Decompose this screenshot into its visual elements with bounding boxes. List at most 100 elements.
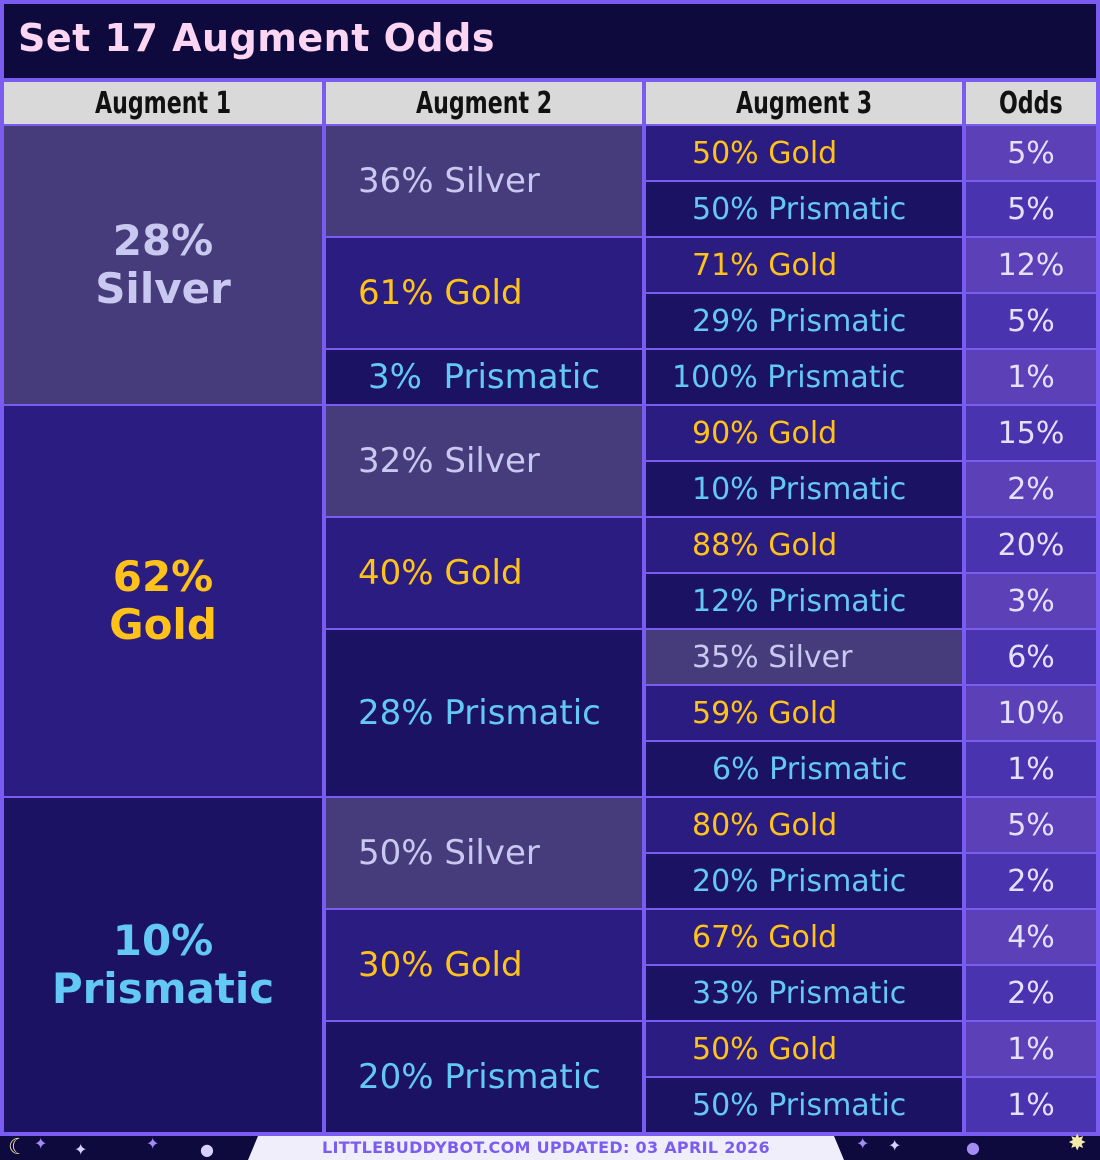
augment3-label: 67% Gold xyxy=(692,919,838,955)
odds-value: 1% xyxy=(1007,359,1055,395)
odds-cell: 2% xyxy=(966,854,1096,908)
augment3-cell: 100% Prismatic xyxy=(646,350,962,404)
augment3-label: 50% Gold xyxy=(692,135,838,171)
augment3-label: 71% Gold xyxy=(692,247,838,283)
augment3-cell: 80% Gold xyxy=(646,798,962,852)
augment1-cell: 62% Gold xyxy=(4,406,322,796)
odds-cell: 10% xyxy=(966,686,1096,740)
odds-value: 3% xyxy=(1007,583,1055,619)
sparkle-icon: ✦ xyxy=(34,1134,48,1153)
augment3-label: 6% Prismatic xyxy=(712,751,908,787)
odds-value: 2% xyxy=(1007,471,1055,507)
star-icon: ✸ xyxy=(1068,1131,1087,1156)
odds-cell: 12% xyxy=(966,238,1096,292)
augment2-label: 36% Silver xyxy=(358,161,540,201)
header-odds: Odds xyxy=(966,82,1096,124)
augment2-label: 50% Silver xyxy=(358,833,540,873)
augment1-cell: 28% Silver xyxy=(4,126,322,404)
augment3-label: 50% Prismatic xyxy=(692,191,907,227)
odds-value: 1% xyxy=(1007,751,1055,787)
odds-value: 4% xyxy=(1007,919,1055,955)
augment3-label: 90% Gold xyxy=(692,415,838,451)
augment2-cell: 36% Silver xyxy=(326,126,642,236)
augment2-label: 40% Gold xyxy=(358,553,523,593)
odds-cell: 2% xyxy=(966,462,1096,516)
odds-cell: 1% xyxy=(966,1078,1096,1132)
augment3-cell: 50% Prismatic xyxy=(646,1078,962,1132)
augment2-label: 28% Prismatic xyxy=(358,693,601,733)
augment3-label: 12% Prismatic xyxy=(692,583,907,619)
augment3-label: 100% Prismatic xyxy=(672,359,906,395)
header-augment-2: Augment 2 xyxy=(326,82,642,124)
augment1-percent: 62% xyxy=(112,552,214,601)
augment3-cell: 88% Gold xyxy=(646,518,962,572)
augment1-percent: 28% xyxy=(112,216,214,265)
augment3-cell: 90% Gold xyxy=(646,406,962,460)
odds-cell: 5% xyxy=(966,294,1096,348)
augment2-label: 30% Gold xyxy=(358,945,523,985)
odds-value: 20% xyxy=(997,527,1065,563)
augment2-label: 61% Gold xyxy=(358,273,523,313)
odds-value: 1% xyxy=(1007,1087,1055,1123)
augment2-cell: 28% Prismatic xyxy=(326,630,642,796)
footer-text: LITTLEBUDDYBOT.COM UPDATED: 03 APRIL 202… xyxy=(322,1138,770,1157)
odds-cell: 1% xyxy=(966,1022,1096,1076)
header-augment-3: Augment 3 xyxy=(646,82,962,124)
augment3-cell: 20% Prismatic xyxy=(646,854,962,908)
augment3-cell: 50% Gold xyxy=(646,126,962,180)
odds-cell: 3% xyxy=(966,574,1096,628)
odds-value: 1% xyxy=(1007,1031,1055,1067)
dot-icon: ● xyxy=(200,1140,214,1159)
sparkle-icon: ✦ xyxy=(146,1134,160,1153)
augment2-label: 20% Prismatic xyxy=(358,1057,601,1097)
augment3-label: 35% Silver xyxy=(692,639,853,675)
augment2-cell: 50% Silver xyxy=(326,798,642,908)
moon-icon: ☾ xyxy=(8,1135,28,1160)
augment1-cell: 10% Prismatic xyxy=(4,798,322,1132)
odds-value: 12% xyxy=(997,247,1065,283)
odds-value: 5% xyxy=(1007,303,1055,339)
header-augment-1: Augment 1 xyxy=(4,82,322,124)
odds-value: 5% xyxy=(1007,135,1055,171)
augment1-tier: Prismatic xyxy=(51,964,275,1013)
odds-cell: 20% xyxy=(966,518,1096,572)
odds-cell: 5% xyxy=(966,126,1096,180)
augment3-cell: 33% Prismatic xyxy=(646,966,962,1020)
augment3-label: 10% Prismatic xyxy=(692,471,907,507)
odds-value: 10% xyxy=(997,695,1065,731)
augment2-cell: 40% Gold xyxy=(326,518,642,628)
augment3-label: 20% Prismatic xyxy=(692,863,907,899)
odds-cell: 15% xyxy=(966,406,1096,460)
odds-value: 5% xyxy=(1007,191,1055,227)
sparkle-icon: ✦ xyxy=(856,1134,870,1153)
augment2-label: 3% Prismatic xyxy=(368,357,601,397)
augment3-label: 29% Prismatic xyxy=(692,303,907,339)
augment3-cell: 50% Gold xyxy=(646,1022,962,1076)
augment3-label: 59% Gold xyxy=(692,695,838,731)
augment3-cell: 59% Gold xyxy=(646,686,962,740)
page-title: Set 17 Augment Odds xyxy=(18,16,495,60)
footer-band: LITTLEBUDDYBOT.COM UPDATED: 03 APRIL 202… xyxy=(248,1136,844,1160)
augment3-cell: 50% Prismatic xyxy=(646,182,962,236)
title-bar: Set 17 Augment Odds xyxy=(4,4,1096,78)
augment3-label: 50% Prismatic xyxy=(692,1087,907,1123)
odds-cell: 1% xyxy=(966,350,1096,404)
odds-cell: 5% xyxy=(966,182,1096,236)
augment1-percent: 10% xyxy=(112,916,214,965)
augment3-label: 33% Prismatic xyxy=(692,975,907,1011)
augment1-tier: Silver xyxy=(95,264,231,313)
sparkle-icon: ✦ xyxy=(74,1140,88,1159)
augment3-label: 50% Gold xyxy=(692,1031,838,1067)
augment3-cell: 35% Silver xyxy=(646,630,962,684)
odds-value: 6% xyxy=(1007,639,1055,675)
augment3-label: 80% Gold xyxy=(692,807,838,843)
odds-cell: 6% xyxy=(966,630,1096,684)
odds-cell: 4% xyxy=(966,910,1096,964)
odds-value: 15% xyxy=(997,415,1065,451)
augment3-cell: 12% Prismatic xyxy=(646,574,962,628)
odds-cell: 1% xyxy=(966,742,1096,796)
augment2-cell: 20% Prismatic xyxy=(326,1022,642,1132)
odds-value: 2% xyxy=(1007,863,1055,899)
augment2-label: 32% Silver xyxy=(358,441,540,481)
augment2-cell: 32% Silver xyxy=(326,406,642,516)
